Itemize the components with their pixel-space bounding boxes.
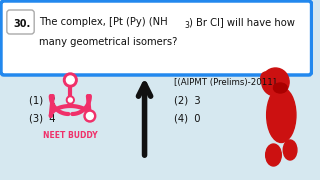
Circle shape <box>86 112 93 120</box>
Text: 3: 3 <box>185 21 189 30</box>
Circle shape <box>67 96 74 104</box>
FancyBboxPatch shape <box>1 1 312 75</box>
Text: ) Br Cl] will have how: ) Br Cl] will have how <box>188 17 294 27</box>
Ellipse shape <box>283 140 297 160</box>
Circle shape <box>68 98 72 102</box>
Circle shape <box>84 110 96 122</box>
Text: 30.: 30. <box>14 19 31 29</box>
Ellipse shape <box>262 68 289 96</box>
Text: (4)  0: (4) 0 <box>174 113 200 123</box>
Text: many geometrical isomers?: many geometrical isomers? <box>39 37 178 47</box>
Text: The complex, [Pt (Py) (NH: The complex, [Pt (Py) (NH <box>39 17 168 27</box>
Text: (2)  3: (2) 3 <box>174 95 201 105</box>
Ellipse shape <box>266 144 281 166</box>
Circle shape <box>63 73 77 87</box>
FancyBboxPatch shape <box>7 10 34 34</box>
Ellipse shape <box>274 83 287 93</box>
Ellipse shape <box>261 72 270 84</box>
Text: (3)  4: (3) 4 <box>29 113 56 123</box>
Text: NEET BUDDY: NEET BUDDY <box>43 132 98 141</box>
Circle shape <box>67 76 74 84</box>
Ellipse shape <box>267 87 296 143</box>
Text: (1)  2: (1) 2 <box>29 95 56 105</box>
Text: [(AIPMT (Prelims)-2011]: [(AIPMT (Prelims)-2011] <box>174 78 276 87</box>
